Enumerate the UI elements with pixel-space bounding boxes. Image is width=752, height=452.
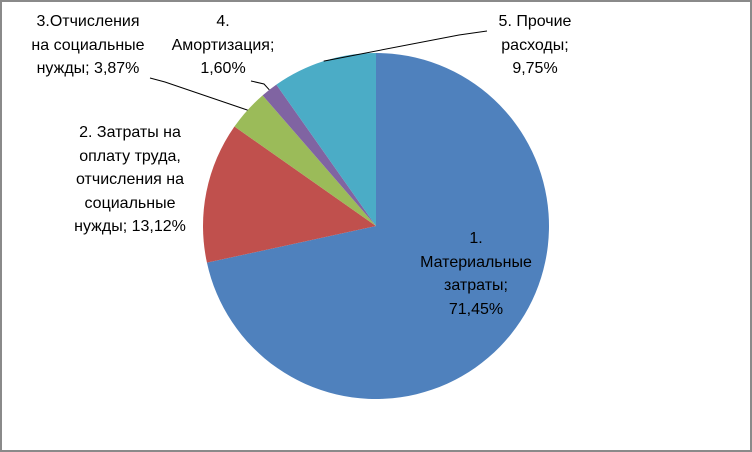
pie-slice-3 [234, 95, 376, 226]
leader-line-5 [323, 30, 488, 62]
pie-slice-2 [202, 126, 376, 263]
leader-line-3 [149, 77, 248, 111]
slice-label-social-deductions: 3.Отчисления на социальные нужды; 3,87% [31, 13, 145, 77]
pie-slice-1 [206, 53, 549, 399]
slice-label-labor-costs: 2. Затраты на оплату труда, отчисления н… [74, 124, 186, 235]
pie-slice-5 [276, 53, 376, 226]
slice-label-depreciation: 4. Амортизация; 1,60% [171, 13, 275, 77]
slice-label-material-costs: 1. Материальные затраты; 71,45% [420, 230, 532, 318]
leader-line-4 [250, 80, 270, 91]
slice-label-other-expenses: 5. Прочие расходы; 9,75% [498, 13, 572, 77]
pie-slice-4 [262, 84, 376, 226]
